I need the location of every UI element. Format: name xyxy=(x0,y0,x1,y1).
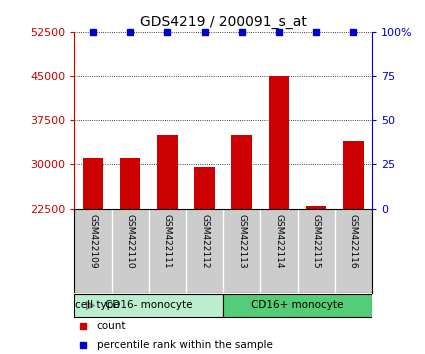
Text: cell type: cell type xyxy=(75,300,119,310)
Bar xyxy=(120,159,140,209)
Bar xyxy=(306,206,326,209)
Title: GDS4219 / 200091_s_at: GDS4219 / 200091_s_at xyxy=(140,16,306,29)
Text: GSM422116: GSM422116 xyxy=(349,215,358,269)
Bar xyxy=(194,167,215,209)
Text: GSM422109: GSM422109 xyxy=(88,215,97,269)
Bar xyxy=(343,141,363,209)
Text: GSM422110: GSM422110 xyxy=(126,215,135,269)
Text: count: count xyxy=(96,321,126,331)
Bar xyxy=(157,135,178,209)
Text: CD16+ monocyte: CD16+ monocyte xyxy=(251,300,344,310)
FancyBboxPatch shape xyxy=(223,294,372,317)
Bar xyxy=(269,76,289,209)
Text: GSM422113: GSM422113 xyxy=(237,215,246,269)
Text: CD16- monocyte: CD16- monocyte xyxy=(105,300,193,310)
Text: GSM422111: GSM422111 xyxy=(163,215,172,269)
Bar xyxy=(83,159,103,209)
Text: GSM422112: GSM422112 xyxy=(200,215,209,269)
FancyBboxPatch shape xyxy=(74,294,223,317)
Text: percentile rank within the sample: percentile rank within the sample xyxy=(96,340,272,350)
Bar xyxy=(232,135,252,209)
Text: GSM422115: GSM422115 xyxy=(312,215,320,269)
Text: GSM422114: GSM422114 xyxy=(275,215,283,269)
